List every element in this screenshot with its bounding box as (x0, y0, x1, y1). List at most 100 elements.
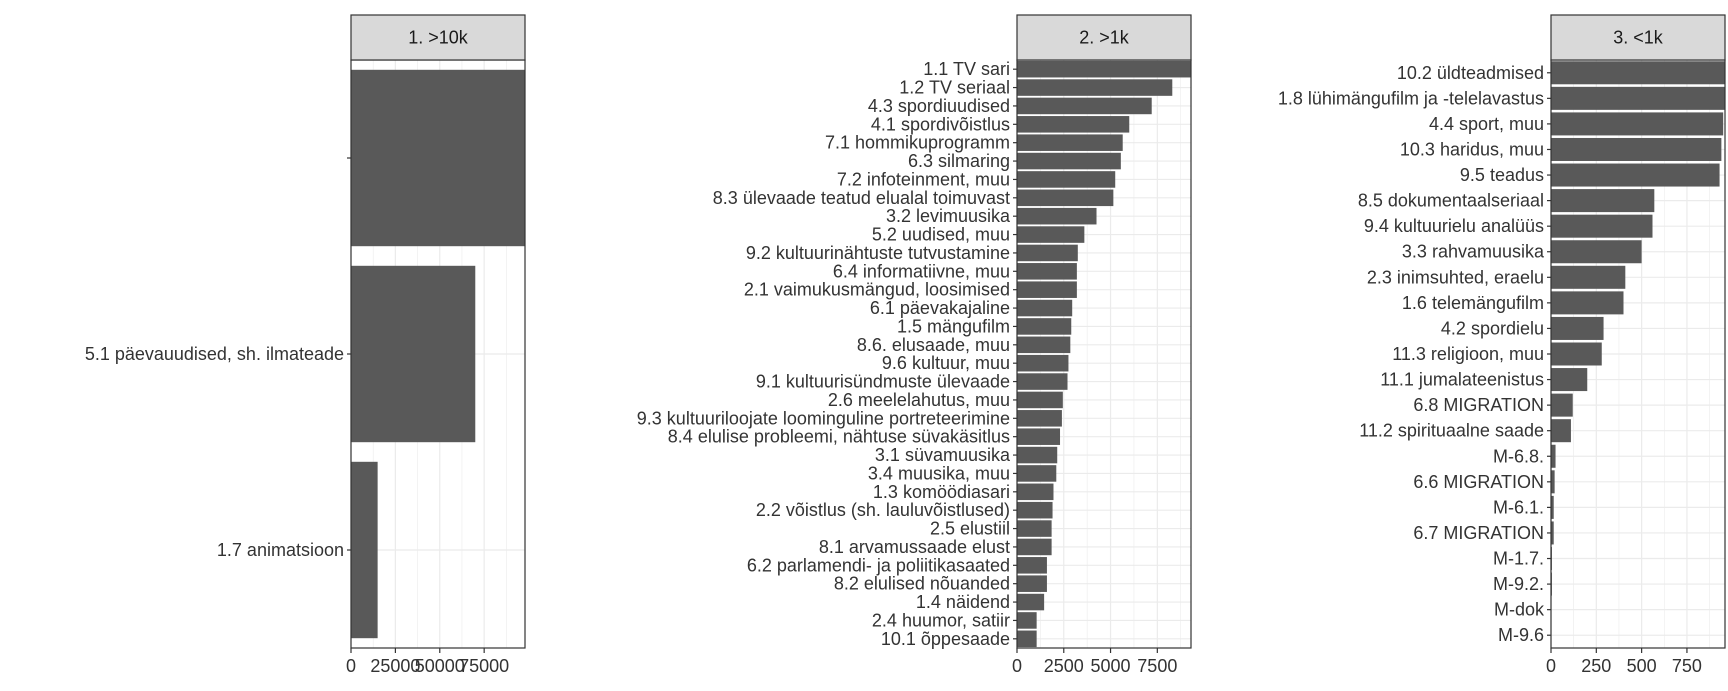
y-tick-label: 8.3 ülevaade teatud elualal toimuvast (713, 188, 1010, 208)
bar (1551, 521, 1554, 545)
bar (1017, 612, 1037, 629)
y-tick-label: 3.1 süvamuusika (875, 445, 1011, 465)
y-tick-label: 6.8 MIGRATION (1413, 395, 1544, 415)
bar (1017, 354, 1069, 372)
y-tick-label: 4.4 sport, muu (1429, 114, 1544, 134)
bar (1017, 134, 1123, 151)
bar (1017, 281, 1077, 298)
y-tick-label: 6.6 MIGRATION (1413, 472, 1544, 492)
bar (351, 69, 525, 247)
bar (1017, 465, 1057, 482)
y-tick-label: 9.1 kultuurisündmuste ülevaade (756, 372, 1010, 392)
y-tick-label: 1.2 TV seriaal (899, 78, 1010, 98)
y-tick-label: 9.3 kultuuriloojate loominguline portret… (637, 408, 1010, 428)
y-tick-label: 5.2 uudised, muu (872, 225, 1010, 245)
x-tick-label: 0 (1546, 656, 1556, 676)
bar (1017, 538, 1052, 556)
y-tick-label: 4.1 spordivõistlus (871, 114, 1010, 134)
bar (1551, 470, 1555, 494)
bar (1551, 342, 1602, 366)
bar (1017, 116, 1130, 133)
y-tick-label: 3.4 muusika, muu (868, 463, 1010, 483)
y-tick-label: 11.1 jumalateenistus (1380, 370, 1544, 390)
bar (1551, 61, 1725, 85)
bar (1017, 501, 1053, 519)
bar (1551, 240, 1642, 264)
facet-title: 2. >1k (1079, 28, 1130, 48)
y-tick-label: 4.3 spordiuudised (868, 96, 1010, 116)
y-tick-label: 10.3 haridus, muu (1400, 139, 1544, 159)
y-tick-label: M-6.1. (1493, 497, 1544, 517)
bar (1017, 97, 1152, 115)
facet-title: 3. <1k (1613, 28, 1664, 48)
bar (1017, 336, 1071, 354)
bar (1551, 137, 1722, 161)
y-tick-label: 3.3 rahvamuusika (1402, 242, 1545, 262)
bar (1017, 263, 1077, 280)
bar (1017, 557, 1047, 574)
y-tick-label: 9.4 kultuurielu analüüs (1364, 216, 1544, 236)
y-tick-label: 9.2 kultuurinähtuste tutvustamine (746, 243, 1010, 263)
y-tick-label: 10.1 õppesaade (881, 629, 1010, 649)
bar (1017, 189, 1114, 207)
y-tick-label: 8.4 elulise probleemi, nähtuse süvakäsit… (668, 427, 1010, 447)
y-tick-label: 1.7 animatsioon (217, 540, 344, 560)
bar (1017, 60, 1191, 78)
y-tick-label: 6.4 informatiivne, muu (833, 261, 1010, 281)
y-tick-label: 2.4 huumor, satiir (872, 610, 1010, 630)
x-tick-label: 2500 (1044, 656, 1084, 676)
bar (1551, 393, 1573, 417)
facet-strip (1550, 14, 1726, 61)
bar (351, 265, 476, 443)
y-tick-label: 3.2 levimuusika (886, 206, 1011, 226)
x-tick-label: 500 (1627, 656, 1657, 676)
bar (1551, 214, 1653, 238)
y-tick-label: 9.6 kultuur, muu (882, 353, 1010, 373)
bar (1017, 575, 1047, 592)
bar (1017, 483, 1054, 501)
x-tick-label: 75000 (459, 656, 509, 676)
y-tick-label: 1.3 komöödiasari (873, 482, 1010, 502)
y-tick-label: 11.3 religioon, muu (1392, 344, 1544, 364)
x-tick-label: 0 (346, 656, 356, 676)
y-tick-label: 7.1 hommikuprogramm (825, 133, 1010, 153)
bar (351, 461, 378, 639)
x-tick-label: 250 (1581, 656, 1611, 676)
facet-strip (350, 14, 526, 61)
y-tick-label: 8.1 arvamussaade elust (819, 537, 1010, 557)
y-tick-label: 8.6. elusaade, muu (857, 335, 1010, 355)
y-tick-label: 1.6 telemängufilm (1402, 293, 1544, 313)
y-tick-label: 1.4 näidend (916, 592, 1010, 612)
bar (1017, 152, 1121, 170)
y-tick-label: 8.2 elulised nõuanded (834, 574, 1010, 594)
y-tick-label: 2.5 elustiil (930, 519, 1010, 539)
y-tick-label: 6.7 MIGRATION (1413, 523, 1544, 543)
bar (1551, 189, 1655, 213)
y-tick-label: 2.2 võistlus (sh. lauluvõistlused) (756, 500, 1010, 520)
bar (1551, 163, 1720, 187)
y-tick-label: M-6.8. (1493, 446, 1544, 466)
y-tick-label: M-dok (1494, 600, 1545, 620)
y-tick-label: 4.2 spordielu (1441, 318, 1544, 338)
bar (1551, 291, 1624, 315)
bar (1017, 207, 1097, 225)
y-tick-label: 2.3 inimsuhted, eraelu (1367, 267, 1544, 287)
bar (1017, 520, 1052, 537)
y-tick-label: 6.2 parlamendi- ja poliitikasaated (747, 555, 1010, 575)
bar (1017, 244, 1078, 262)
y-tick-label: M-1.7. (1493, 549, 1544, 569)
y-tick-label: 6.1 päevakajaline (870, 298, 1010, 318)
bar (1017, 171, 1116, 188)
bar (1551, 265, 1626, 289)
y-tick-label: M-9.6 (1498, 625, 1544, 645)
y-tick-label: 9.5 teadus (1460, 165, 1544, 185)
y-tick-label: 8.5 dokumentaalseriaal (1358, 191, 1544, 211)
y-tick-label: 1.5 mängufilm (897, 316, 1010, 336)
facet-panel-1: 1. >10k 5.1 päevauudised, sh. ilmateade 1.… (85, 14, 526, 676)
x-tick-label: 7500 (1137, 656, 1177, 676)
facet-strip (1016, 14, 1192, 61)
y-tick-label: 7.2 infoteinment, muu (837, 169, 1010, 189)
bar (1017, 593, 1045, 611)
bar (1017, 410, 1062, 427)
